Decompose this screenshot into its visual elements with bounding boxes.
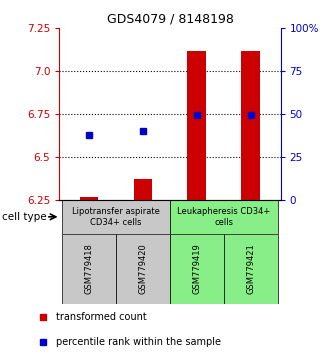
Bar xyxy=(170,234,224,304)
Text: transformed count: transformed count xyxy=(56,312,147,322)
Text: GSM779421: GSM779421 xyxy=(246,244,255,295)
Bar xyxy=(62,234,116,304)
Bar xyxy=(170,200,278,234)
Text: cell type: cell type xyxy=(2,212,46,222)
Bar xyxy=(187,51,206,200)
Text: Lipotransfer aspirate
CD34+ cells: Lipotransfer aspirate CD34+ cells xyxy=(72,207,160,227)
Bar xyxy=(242,51,260,200)
Text: GSM779419: GSM779419 xyxy=(192,244,201,295)
Text: GSM779418: GSM779418 xyxy=(84,244,94,295)
Text: GSM779420: GSM779420 xyxy=(139,244,148,295)
Title: GDS4079 / 8148198: GDS4079 / 8148198 xyxy=(107,13,233,26)
Bar xyxy=(116,234,170,304)
Text: percentile rank within the sample: percentile rank within the sample xyxy=(56,337,221,347)
Text: Leukapheresis CD34+
cells: Leukapheresis CD34+ cells xyxy=(177,207,271,227)
Bar xyxy=(134,179,152,200)
Bar xyxy=(224,234,278,304)
Bar xyxy=(62,200,170,234)
Bar xyxy=(80,196,98,200)
